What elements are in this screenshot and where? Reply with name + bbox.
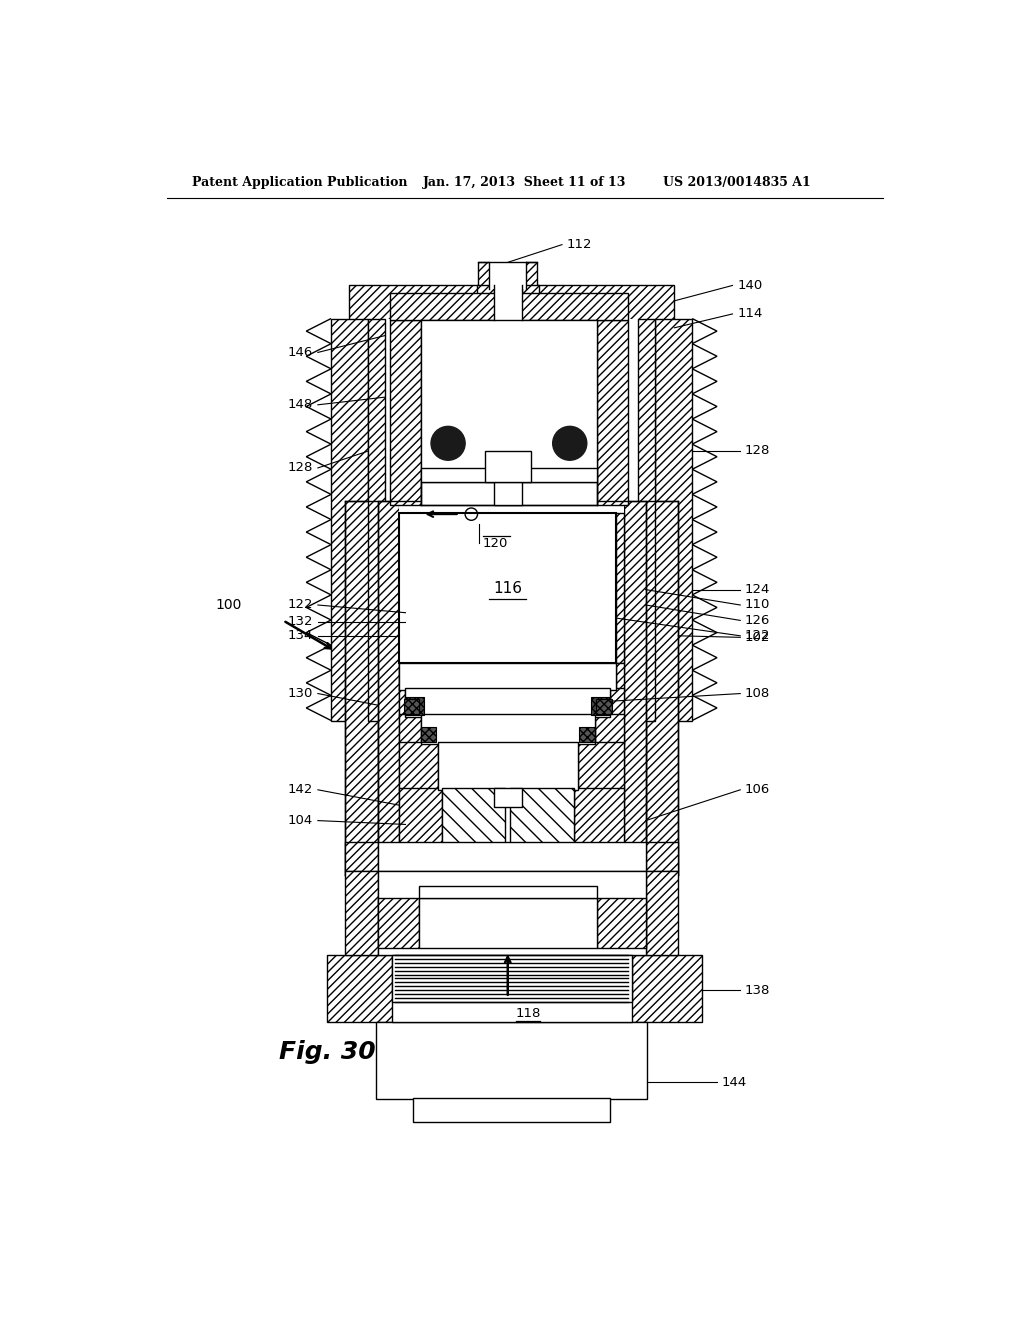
Bar [573, 788, 624, 843]
Text: 124: 124 [744, 583, 770, 597]
Bar [399, 714, 421, 743]
Bar [595, 714, 624, 743]
Bar [378, 898, 419, 948]
Bar [484, 451, 531, 482]
Bar [521, 285, 539, 321]
Text: 142: 142 [288, 783, 313, 796]
Bar [399, 688, 406, 717]
Bar [345, 842, 378, 871]
Bar [403, 700, 420, 714]
Bar [399, 742, 438, 789]
Bar [414, 1098, 610, 1122]
Text: 122: 122 [744, 630, 770, 643]
Bar [385, 318, 638, 721]
Bar [597, 898, 646, 948]
Text: 128: 128 [288, 462, 313, 474]
Text: Jan. 17, 2013  Sheet 11 of 13: Jan. 17, 2013 Sheet 11 of 13 [423, 176, 626, 189]
Bar [421, 726, 436, 742]
Bar [399, 502, 624, 875]
Bar [399, 663, 616, 689]
Text: 134: 134 [288, 630, 313, 643]
Bar [421, 482, 597, 506]
Text: 106: 106 [744, 783, 770, 796]
Bar [442, 788, 506, 843]
Bar [489, 259, 526, 289]
Bar [419, 886, 597, 898]
Text: 140: 140 [737, 279, 763, 292]
Bar [494, 788, 521, 807]
Bar [610, 688, 624, 717]
Bar [345, 502, 378, 875]
Bar [421, 714, 595, 743]
Bar [349, 285, 675, 321]
Circle shape [431, 426, 465, 461]
Bar [510, 788, 573, 843]
Bar [438, 742, 578, 789]
Bar [616, 663, 624, 689]
Text: 100: 100 [216, 598, 242, 612]
Text: 132: 132 [288, 615, 313, 628]
Bar [646, 842, 678, 871]
Bar [391, 956, 632, 1022]
Bar [369, 318, 385, 721]
Bar [378, 842, 646, 871]
Bar [378, 502, 399, 875]
Bar [646, 871, 678, 956]
Bar [421, 469, 597, 482]
Text: 114: 114 [737, 308, 763, 321]
Bar [378, 871, 646, 956]
Bar [328, 956, 701, 1022]
Circle shape [553, 426, 587, 461]
Bar [494, 285, 521, 321]
Bar [390, 321, 421, 506]
Bar [646, 502, 678, 875]
Bar [494, 482, 521, 506]
Bar [638, 318, 655, 721]
Text: 146: 146 [288, 346, 313, 359]
Bar [596, 700, 611, 714]
Bar [419, 898, 597, 948]
Bar [477, 285, 539, 321]
Bar [655, 318, 692, 721]
Text: 104: 104 [288, 814, 313, 828]
Bar [390, 293, 628, 321]
Bar [477, 285, 494, 321]
Text: 120: 120 [483, 537, 508, 550]
Text: 112: 112 [566, 238, 592, 251]
Bar [406, 688, 610, 717]
Bar [592, 697, 610, 715]
Bar [399, 788, 442, 843]
Text: US 2013/0014835 A1: US 2013/0014835 A1 [663, 176, 811, 189]
Text: 138: 138 [744, 983, 770, 997]
Bar [579, 726, 595, 742]
Text: 148: 148 [288, 399, 313, 412]
Text: 108: 108 [744, 686, 770, 700]
Bar [345, 871, 378, 956]
Text: 144: 144 [722, 1076, 746, 1089]
Bar [624, 502, 646, 875]
Bar [597, 321, 628, 506]
Text: 126: 126 [744, 614, 770, 627]
Text: Patent Application Publication: Patent Application Publication [191, 176, 408, 189]
Text: 130: 130 [288, 686, 313, 700]
Text: Fig. 30: Fig. 30 [280, 1040, 376, 1064]
Bar [406, 697, 424, 715]
Bar [376, 1022, 647, 1100]
Bar [478, 263, 538, 289]
Bar [578, 742, 624, 789]
Bar [421, 321, 597, 482]
Bar [616, 512, 624, 663]
Text: 116: 116 [494, 581, 522, 595]
Text: 128: 128 [744, 445, 770, 458]
Bar [391, 956, 632, 1002]
Text: 122: 122 [288, 598, 313, 611]
Text: 102: 102 [744, 631, 770, 644]
Text: 118: 118 [515, 1007, 541, 1019]
Text: 110: 110 [744, 598, 770, 611]
Bar [331, 318, 369, 721]
Bar [399, 512, 616, 663]
